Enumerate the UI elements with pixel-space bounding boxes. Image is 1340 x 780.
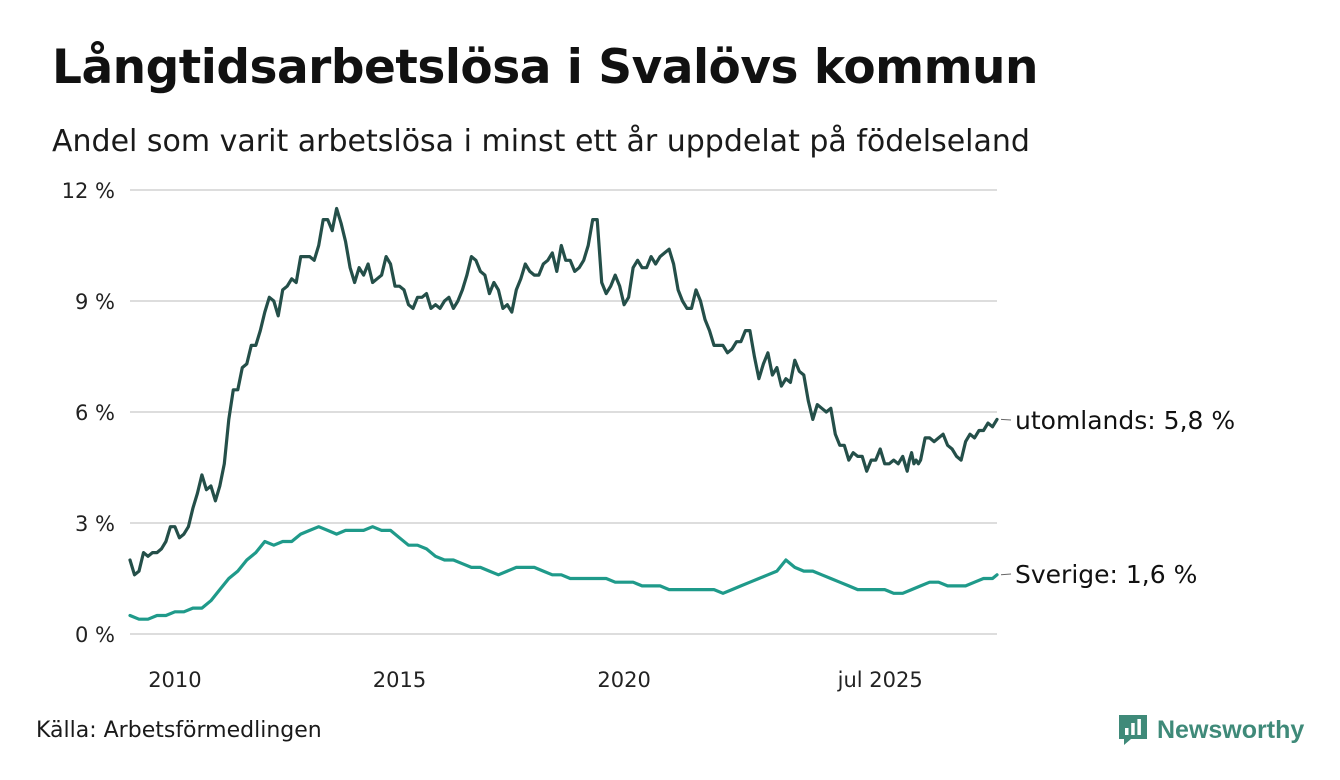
brand-name: Newsworthy [1157, 715, 1305, 744]
x-tick-label: jul 2025 [837, 668, 923, 692]
y-tick-label: 12 % [62, 179, 115, 203]
series-lines [128, 206, 999, 621]
end-label-utomlands: utomlands: 5,8 % [1015, 406, 1235, 435]
y-axis-ticks: 0 % 3 % 6 % 9 % 12 % [62, 179, 115, 647]
x-tick-label: 2015 [373, 668, 426, 692]
x-tick-label: 2010 [148, 668, 201, 692]
newsworthy-logo-icon [1119, 715, 1147, 745]
y-tick-label: 9 % [75, 290, 115, 314]
end-label-leader [1000, 418, 1012, 421]
brand-logo[interactable]: Newsworthy [1117, 713, 1304, 747]
x-tick-label: 2020 [597, 668, 650, 692]
source-note: Källa: Arbetsförmedlingen [36, 718, 322, 743]
end-label-sverige: Sverige: 1,6 % [1015, 560, 1197, 589]
y-tick-label: 6 % [75, 401, 115, 425]
y-tick-label: 0 % [75, 623, 115, 647]
y-tick-label: 3 % [75, 512, 115, 536]
series-line-sverige [128, 525, 999, 621]
line-chart: 0 % 3 % 6 % 9 % 12 % 2010 2015 2020 jul 2025 ut… [62, 179, 1236, 692]
end-label-leader [1000, 573, 1012, 576]
chart-subtitle: Andel som varit arbetslösa i minst ett å… [52, 124, 1030, 159]
series-end-labels: utomlands: 5,8 % Sverige: 1,6 % [1000, 406, 1235, 589]
chart-title: Långtidsarbetslösa i Svalövs kommun [52, 40, 1038, 95]
series-line-utomlands [128, 206, 999, 577]
x-axis-ticks: 2010 2015 2020 jul 2025 [148, 668, 923, 692]
